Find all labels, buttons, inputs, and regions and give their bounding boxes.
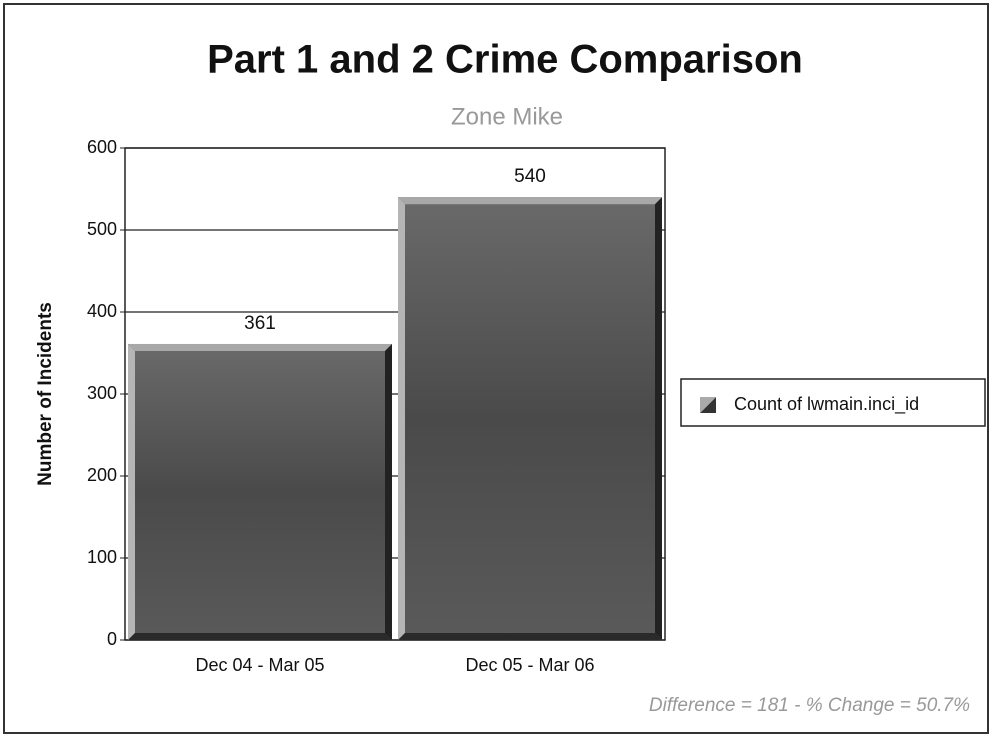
x-tick-label: Dec 05 - Mar 06	[465, 655, 594, 675]
legend-box	[680, 378, 986, 427]
legend-swatch	[700, 397, 716, 413]
y-tick-label: 100	[87, 547, 117, 567]
chart-subtitle: Zone Mike	[451, 103, 563, 130]
value-label: 540	[514, 166, 546, 187]
y-tick-label: 500	[87, 219, 117, 239]
bar-bevel	[128, 633, 392, 640]
bar-bevel	[398, 197, 662, 205]
bar-bevel	[128, 343, 135, 640]
bar-bevel	[655, 197, 662, 640]
bar	[128, 343, 392, 640]
legend: Count of lwmain.inci_id	[680, 378, 986, 427]
y-tick-label: 0	[107, 629, 117, 649]
bar	[398, 197, 662, 640]
bar-bevel	[128, 343, 392, 351]
bar-bevel	[398, 197, 405, 640]
legend-label: Count of lwmain.inci_id	[734, 394, 919, 415]
y-tick-label: 200	[87, 465, 117, 485]
y-tick-label: 600	[87, 137, 117, 157]
bar-bevel	[385, 343, 392, 640]
x-tick-label: Dec 04 - Mar 05	[195, 655, 324, 675]
annotation: Difference = 181 - % Change = 50.7%	[649, 695, 970, 716]
value-label: 361	[244, 313, 276, 334]
y-tick-label: 400	[87, 301, 117, 321]
bar-bevel	[398, 633, 662, 640]
y-tick-label: 300	[87, 383, 117, 403]
y-axis-label: Number of Incidents	[35, 302, 56, 486]
chart-title: Part 1 and 2 Crime Comparison	[207, 38, 803, 82]
